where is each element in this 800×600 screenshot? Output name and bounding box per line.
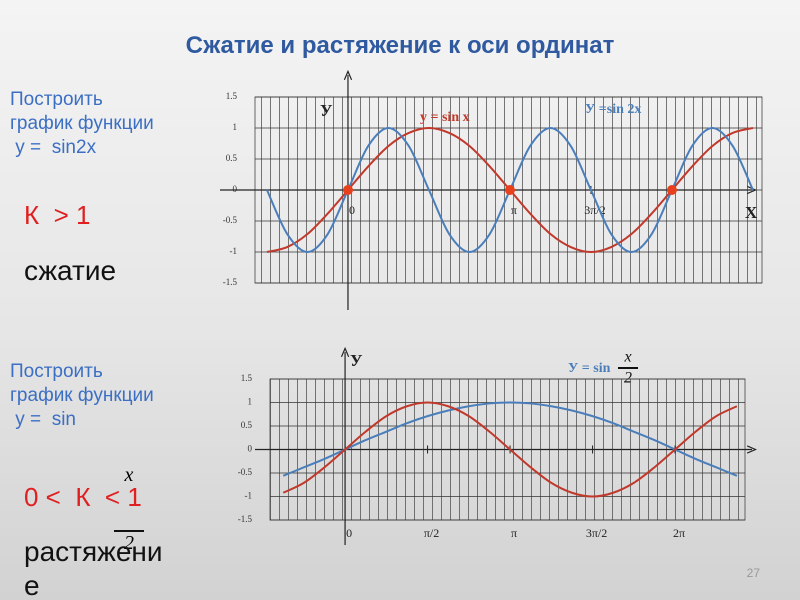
denominator: 2 bbox=[114, 530, 144, 554]
task-text: Построить график функции у = sin bbox=[10, 361, 154, 430]
numerator: x bbox=[124, 464, 134, 486]
y-tick-label: 1 bbox=[248, 397, 253, 407]
task-text: Построить график функции у = sin2x bbox=[10, 89, 154, 158]
x-axis-label: Х bbox=[745, 203, 758, 222]
y-tick-label: -1.5 bbox=[238, 514, 253, 524]
series-label: y = sin x bbox=[420, 110, 470, 125]
y-tick-label: 1.5 bbox=[241, 373, 253, 383]
x-tick-label: π bbox=[511, 203, 517, 217]
condition: К > 1 bbox=[24, 200, 91, 230]
y-tick-label: -0.5 bbox=[238, 467, 253, 477]
y-tick-label: 0.5 bbox=[226, 153, 238, 163]
y-tick-label: -1 bbox=[245, 491, 253, 501]
page-number: 27 bbox=[746, 566, 760, 580]
slide-title: Сжатие и растяжение к оси ординат bbox=[185, 32, 615, 59]
y-tick-label: 0.5 bbox=[241, 420, 253, 430]
y-tick-label: 0 bbox=[248, 444, 253, 454]
y-tick-label: -1 bbox=[230, 246, 238, 256]
y-tick-label: -0.5 bbox=[223, 215, 238, 225]
x-tick-label: π/2 bbox=[424, 526, 439, 540]
y-tick-label: 0 bbox=[233, 184, 238, 194]
x-tick-label: 0 bbox=[346, 526, 352, 540]
result-word: растяжени е bbox=[24, 536, 163, 600]
y-axis-label: У bbox=[350, 351, 363, 370]
x-tick-label: 2π bbox=[673, 526, 685, 540]
fraction-numerator: x bbox=[623, 349, 631, 366]
series-label: У =sin 2x bbox=[585, 102, 641, 117]
series-label: У = sin bbox=[568, 361, 611, 376]
x-tick-label: π bbox=[511, 526, 517, 540]
result-word: сжатие bbox=[24, 255, 117, 286]
series-line bbox=[282, 401, 738, 498]
x-tick-label: 0 bbox=[349, 203, 355, 217]
y-tick-label: 1 bbox=[233, 122, 238, 132]
fraction: x 2 bbox=[114, 420, 144, 598]
fraction-denominator: 2 bbox=[624, 370, 632, 387]
x-tick-label: 3π/2 bbox=[586, 526, 607, 540]
y-tick-label: 1.5 bbox=[226, 91, 238, 101]
intersection-point bbox=[342, 185, 353, 195]
series-line bbox=[282, 401, 738, 477]
intersection-point bbox=[504, 185, 515, 195]
y-tick-label: -1.5 bbox=[223, 277, 238, 287]
condition: 0 < К < 1 bbox=[24, 482, 142, 512]
y-axis-label: У bbox=[320, 101, 333, 120]
intersection-point bbox=[666, 185, 677, 195]
